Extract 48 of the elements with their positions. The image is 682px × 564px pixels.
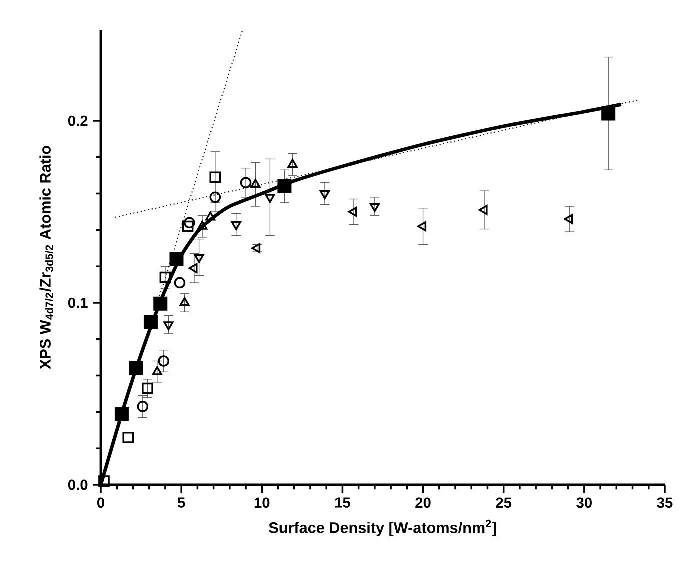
x-tick-label: 30 [576, 498, 592, 508]
x-tick-label: 35 [657, 498, 673, 508]
point [154, 296, 168, 311]
point [602, 106, 616, 121]
point [184, 217, 196, 229]
point [144, 315, 158, 330]
point [231, 221, 242, 230]
point [158, 356, 170, 367]
y-tick-label: 0.0 [68, 480, 88, 490]
point [320, 190, 330, 200]
x-tick-label: 20 [416, 498, 431, 508]
point [122, 432, 134, 444]
point [564, 214, 574, 224]
point [278, 180, 292, 194]
x-tick-label: 25 [496, 498, 512, 508]
x-tick-label: 5 [178, 498, 186, 508]
point [180, 297, 190, 306]
point [137, 401, 149, 412]
point [288, 159, 298, 168]
y-tick-label: 0.1 [68, 298, 88, 308]
point [142, 382, 154, 394]
point [164, 322, 174, 330]
point [210, 172, 222, 184]
point [265, 194, 276, 204]
x-tick-label: 10 [254, 498, 270, 508]
point [194, 254, 204, 264]
point [114, 407, 129, 422]
point [210, 192, 222, 204]
point [240, 177, 252, 189]
y-tick-label: 0.2 [68, 116, 88, 126]
point [182, 220, 194, 232]
x-axis-title: Surface Density [W-atoms/nm$^{2}$] [269, 520, 496, 536]
x-tick-label: 0 [98, 498, 104, 508]
point [478, 205, 488, 216]
x-tick-label: 15 [335, 498, 350, 508]
point [188, 263, 198, 274]
point [418, 222, 427, 232]
point [170, 252, 184, 266]
point [174, 277, 186, 289]
point [197, 220, 208, 230]
y-axis-title: XPS W$_{4d7/2}$/Zr$_{3d5/2}$ Atomic Ratio [40, 146, 54, 370]
point [160, 272, 172, 284]
point [348, 206, 358, 218]
point [152, 366, 162, 376]
point [129, 362, 144, 376]
point [206, 212, 216, 221]
point [250, 179, 261, 188]
point [370, 203, 380, 212]
